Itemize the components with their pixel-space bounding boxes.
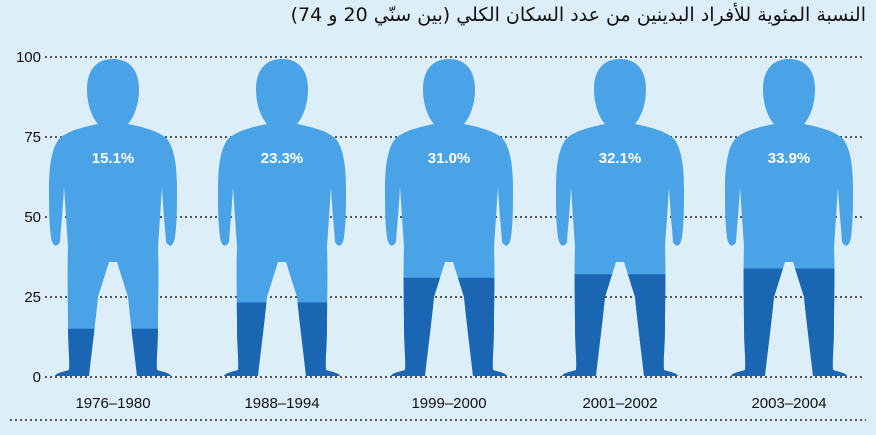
y-tick-label: 0 (33, 369, 41, 386)
x-tick-label: 1976–1980 (75, 395, 150, 412)
x-tick-label: 2001–2002 (582, 395, 657, 412)
y-tick-label: 25 (24, 289, 41, 306)
bar-fill (218, 302, 346, 376)
figure-2: 23.3% (218, 59, 346, 376)
figure-3: 31.0% (385, 59, 513, 376)
data-label: 33.9% (768, 150, 811, 167)
data-label: 23.3% (261, 150, 304, 167)
y-tick-label: 75 (24, 129, 41, 146)
figure-4: 32.1% (556, 59, 684, 376)
figure-1: 15.1% (49, 59, 177, 376)
chart-title: النسبة المئوية للأفراد البدينين من عدد ا… (290, 4, 866, 26)
figure-5: 33.9% (725, 59, 853, 376)
x-tick-label: 1988–1994 (244, 395, 319, 412)
bar-fill (49, 328, 177, 376)
x-tick-label: 1999–2000 (411, 395, 486, 412)
bar-fill (556, 274, 684, 376)
y-tick-label: 100 (16, 49, 41, 66)
data-label: 32.1% (599, 150, 642, 167)
x-tick-label: 2003–2004 (751, 395, 826, 412)
silhouette (218, 59, 346, 376)
silhouette (49, 59, 177, 376)
bar-fill (725, 268, 853, 376)
bar-fill (385, 277, 513, 376)
data-label: 15.1% (92, 150, 135, 167)
y-tick-label: 50 (24, 209, 41, 226)
data-label: 31.0% (428, 150, 471, 167)
